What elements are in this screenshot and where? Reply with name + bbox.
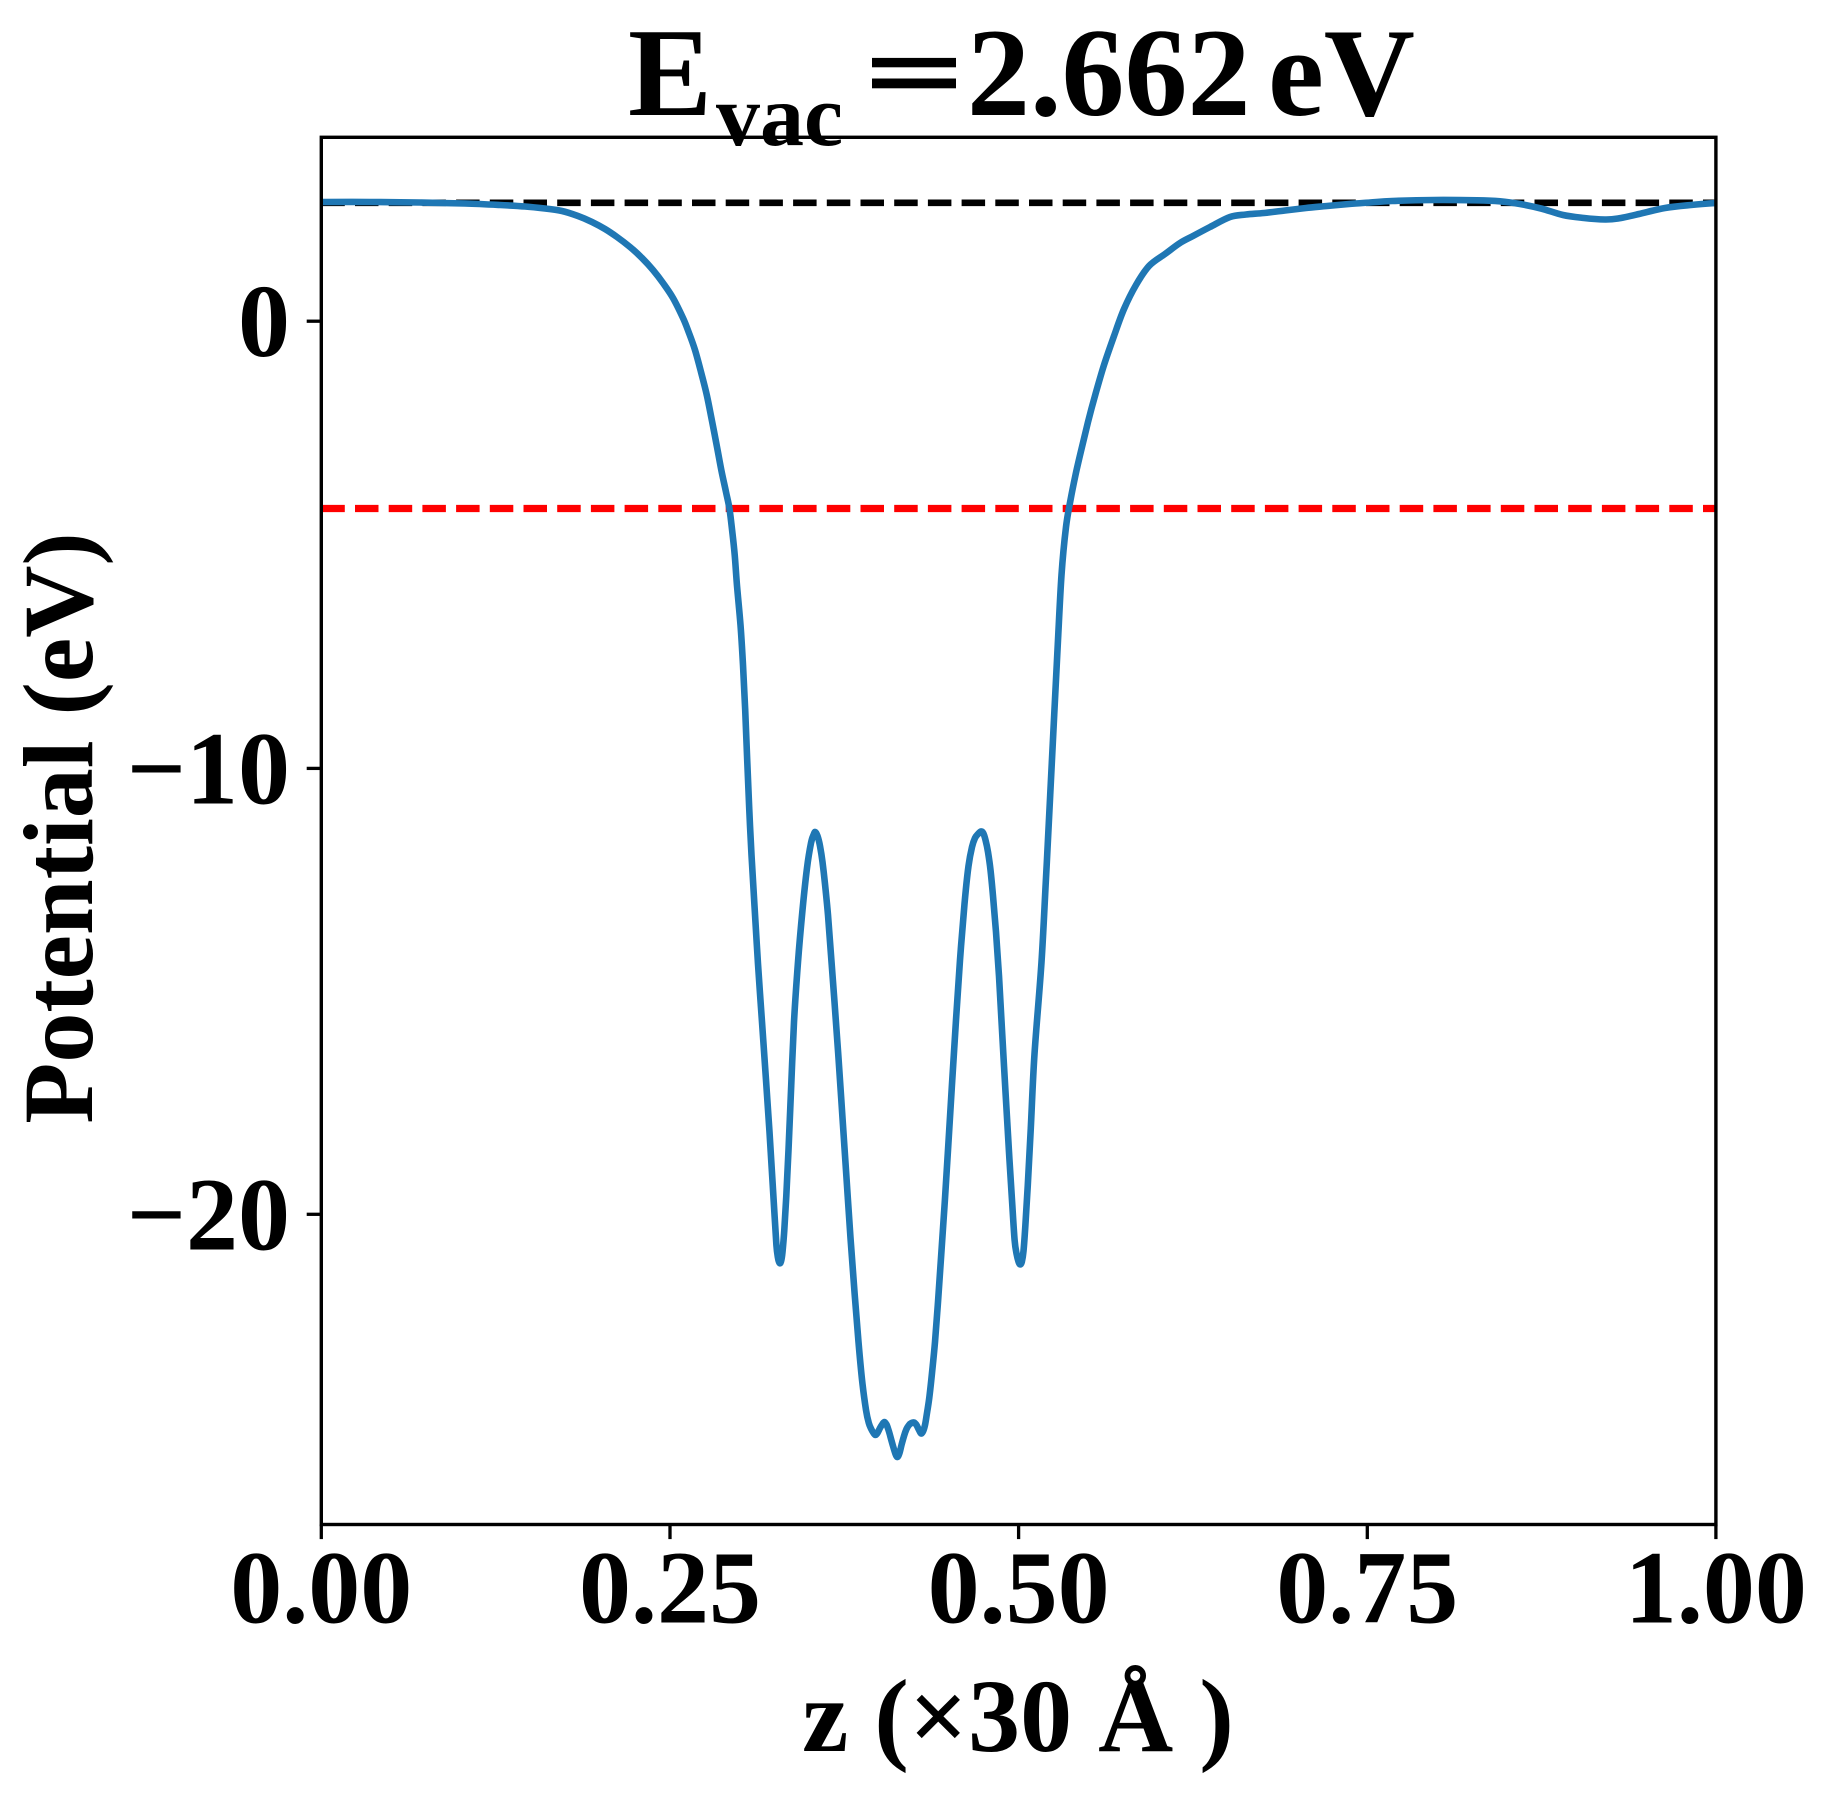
- svg-text:−10: −10: [127, 711, 290, 826]
- svg-text:0.50: 0.50: [928, 1531, 1110, 1646]
- svg-text:1.00: 1.00: [1625, 1531, 1807, 1646]
- svg-text:2.662: 2.662: [967, 4, 1251, 143]
- svg-text:−20: −20: [127, 1157, 290, 1272]
- svg-text:eV: eV: [1268, 4, 1415, 143]
- svg-text:0.00: 0.00: [230, 1531, 412, 1646]
- svg-text:E: E: [628, 4, 712, 143]
- svg-text:Potential (eV): Potential (eV): [3, 532, 114, 1123]
- svg-text:vac: vac: [716, 68, 843, 165]
- svg-text:0.25: 0.25: [579, 1531, 761, 1646]
- svg-text:z (×30 Å ): z (×30 Å ): [802, 1659, 1234, 1774]
- svg-text:0: 0: [238, 264, 290, 379]
- svg-text:0.75: 0.75: [1276, 1531, 1458, 1646]
